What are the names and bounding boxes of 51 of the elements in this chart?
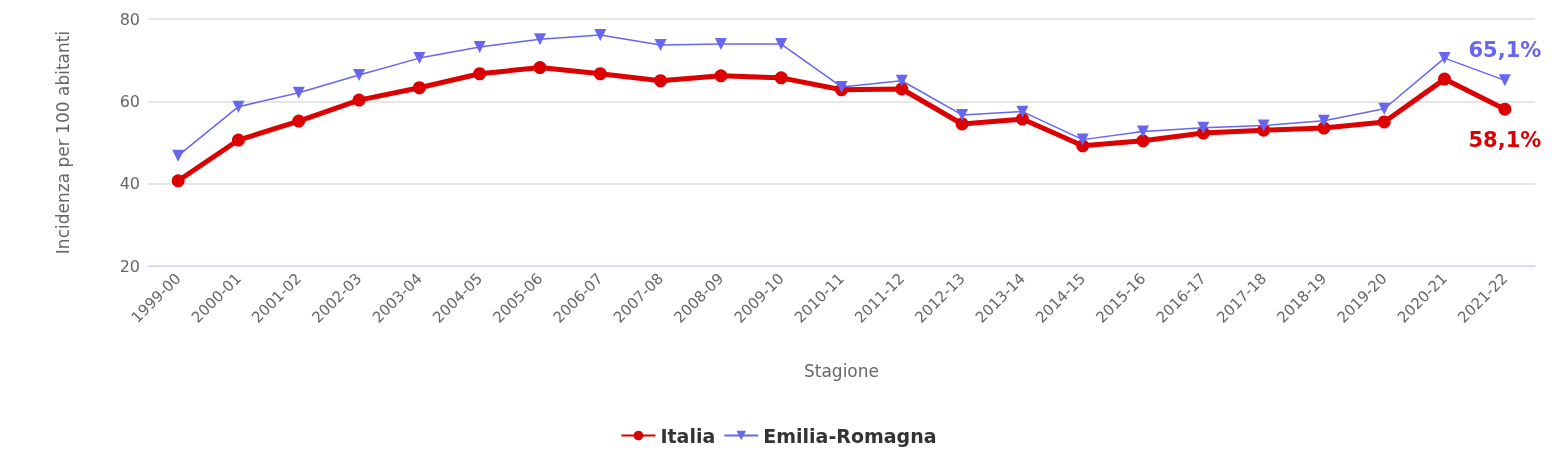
legend-label: Italia — [660, 424, 716, 447]
y-tick-label: 40 — [119, 174, 140, 194]
point — [292, 114, 306, 128]
data-label: 58,1% — [1468, 128, 1542, 153]
point — [594, 29, 607, 42]
point — [956, 108, 969, 121]
point — [1076, 133, 1089, 146]
point — [835, 80, 848, 93]
point — [473, 40, 486, 53]
point — [1016, 105, 1029, 118]
point — [412, 81, 426, 95]
y-tick-label: 20 — [119, 256, 140, 276]
point — [654, 38, 667, 51]
point — [714, 69, 728, 83]
point — [714, 38, 727, 51]
point — [955, 117, 969, 131]
legend-label: Emilia-Romagna — [763, 424, 937, 447]
point — [654, 74, 668, 88]
point — [1498, 102, 1512, 116]
point — [231, 133, 245, 147]
point — [895, 74, 908, 87]
y-tick-label: 60 — [119, 91, 140, 111]
point — [1197, 121, 1210, 134]
point — [1498, 74, 1511, 87]
point — [353, 68, 366, 81]
point — [533, 33, 546, 46]
point — [1136, 134, 1150, 148]
point — [1377, 115, 1391, 129]
point — [292, 86, 305, 99]
point — [895, 82, 909, 96]
point — [1257, 119, 1270, 132]
point — [775, 38, 788, 51]
point — [413, 52, 426, 65]
data-label: 65,1% — [1468, 37, 1542, 62]
point — [352, 93, 366, 107]
point — [1137, 125, 1150, 138]
point — [1317, 114, 1330, 127]
point — [1378, 102, 1391, 115]
point — [172, 149, 185, 162]
point — [171, 174, 185, 188]
x-axis-title: Stagione — [803, 360, 880, 381]
point — [774, 71, 788, 85]
y-tick-label: 80 — [119, 9, 140, 29]
point — [593, 67, 607, 81]
point — [533, 61, 547, 75]
point — [232, 100, 245, 113]
point — [473, 67, 487, 81]
point — [1438, 72, 1452, 86]
point — [1438, 52, 1451, 65]
y-axis-title: Incidenza per 100 abitanti — [53, 30, 73, 255]
point — [1015, 112, 1029, 126]
